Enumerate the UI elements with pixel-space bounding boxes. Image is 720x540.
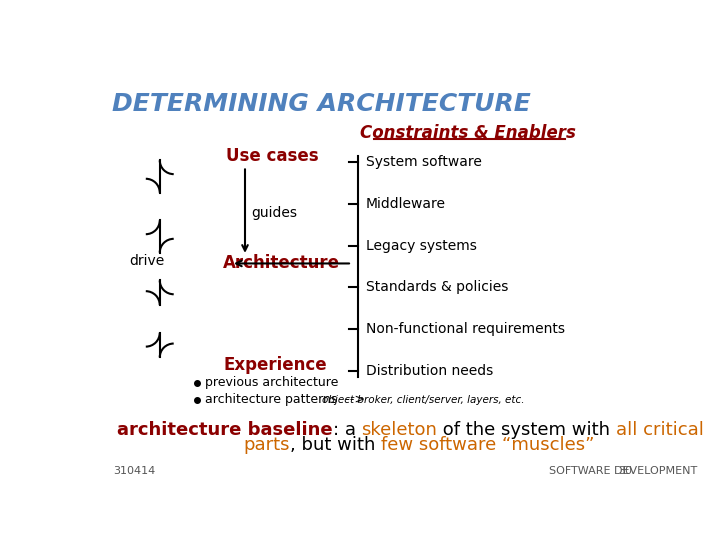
Text: , but with: , but with [290, 436, 381, 454]
Text: Standards & policies: Standards & policies [366, 280, 508, 294]
Text: architecture patterns  -->: architecture patterns --> [204, 393, 364, 406]
Text: DETERMINING ARCHITECTURE: DETERMINING ARCHITECTURE [112, 92, 531, 116]
Text: parts: parts [243, 436, 290, 454]
Text: Experience: Experience [223, 356, 327, 374]
Text: Distribution needs: Distribution needs [366, 364, 493, 378]
Text: : a: : a [333, 421, 361, 438]
Text: System software: System software [366, 155, 482, 169]
Text: Architecture: Architecture [223, 254, 341, 273]
Text: 30: 30 [618, 467, 632, 476]
Text: Non-functional requirements: Non-functional requirements [366, 322, 565, 336]
Text: Middleware: Middleware [366, 197, 446, 211]
Text: guides: guides [251, 206, 297, 220]
Text: object broker, client/server, layers, etc.: object broker, client/server, layers, et… [323, 395, 525, 405]
Text: Use cases: Use cases [225, 147, 318, 165]
Text: SOFTWARE DEVELOPMENT: SOFTWARE DEVELOPMENT [549, 467, 697, 476]
Text: previous architecture: previous architecture [204, 376, 338, 389]
Text: of the system with: of the system with [437, 421, 616, 438]
Text: skeleton: skeleton [361, 421, 437, 438]
Text: drive: drive [129, 254, 164, 268]
Text: all critical: all critical [616, 421, 704, 438]
Text: few software “muscles”: few software “muscles” [381, 436, 595, 454]
Text: 310414: 310414 [113, 467, 156, 476]
Text: architecture baseline: architecture baseline [117, 421, 333, 438]
Text: Legacy systems: Legacy systems [366, 239, 477, 253]
Text: Constraints & Enablers: Constraints & Enablers [360, 124, 576, 141]
